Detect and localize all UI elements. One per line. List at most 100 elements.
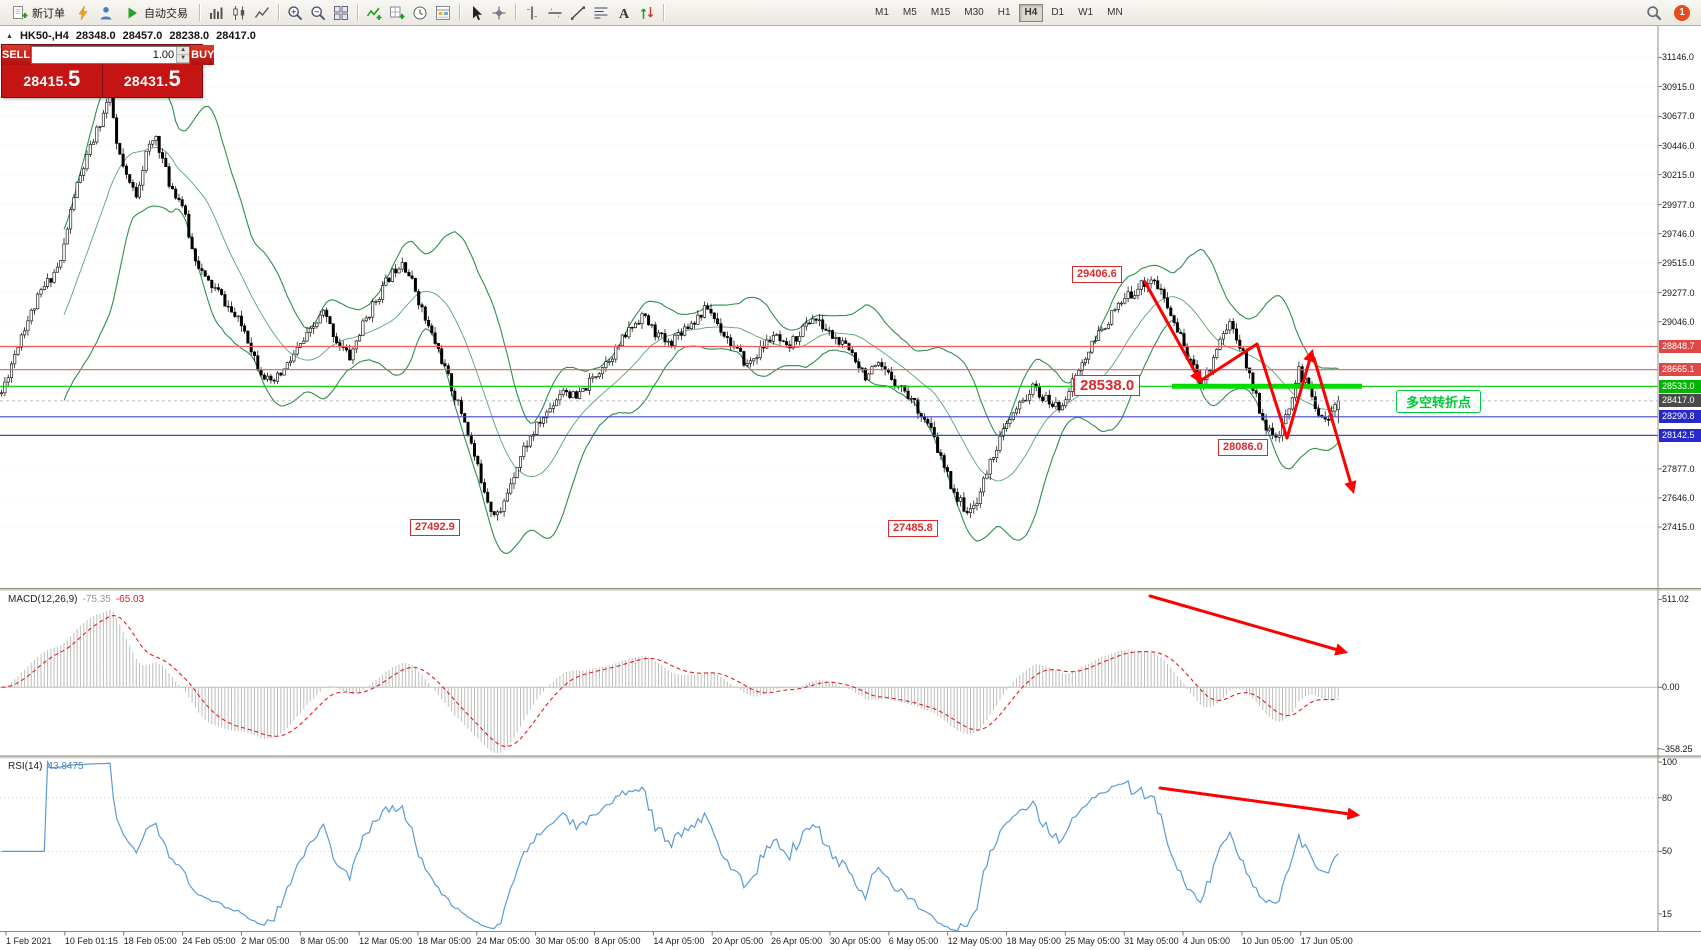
new-order-button[interactable]: 新订单 [6,3,71,23]
trend-arrows[interactable] [1143,280,1361,820]
price-scale-label[interactable]: 29515.0 [1662,257,1695,268]
price-scale-label[interactable]: 29277.0 [1662,287,1695,298]
time-axis-label[interactable]: 24 Mar 05:00 [476,936,530,946]
volume-input[interactable] [32,47,177,63]
zoom-in-icon[interactable] [284,3,306,23]
price-annotation[interactable]: 28538.0 [1074,375,1141,396]
market-icon[interactable] [95,3,117,23]
macd-scale-label[interactable]: 0.00 [1662,682,1680,693]
candlestick-chart-icon[interactable] [228,3,250,23]
price-scale-label[interactable]: 30446.0 [1662,140,1695,151]
time-axis-label[interactable]: 24 Feb 05:00 [182,936,236,946]
symbol-marker-icon[interactable]: ▲ [6,32,13,40]
time-axis-label[interactable]: 6 May 05:00 [888,936,939,946]
price-annotation[interactable]: 28086.0 [1218,439,1268,456]
price-annotation[interactable]: 29406.6 [1072,266,1122,283]
rsi-scale-label[interactable]: 15 [1662,908,1673,919]
indicators-icon[interactable] [363,3,385,23]
time-axis-label[interactable]: 12 Mar 05:00 [359,936,413,946]
time-axis-label[interactable]: 10 Feb 01:15 [64,936,118,946]
zoom-in-icon [288,5,303,20]
time-axis-label[interactable]: 30 Apr 05:00 [829,936,881,946]
time-axis-label[interactable]: 26 Apr 05:00 [771,936,823,946]
bar-chart-icon[interactable] [205,3,227,23]
tile-windows-icon[interactable] [330,3,352,23]
timeframe-button-m30[interactable]: M30 [964,6,984,18]
time-axis-label[interactable]: 20 Apr 05:00 [712,936,764,946]
sell-button[interactable]: SELL [2,45,31,65]
templates-icon[interactable] [432,3,454,23]
price-scale-label[interactable]: 30677.0 [1662,111,1695,122]
time-axis-label[interactable]: 18 Mar 05:00 [417,936,471,946]
timeframe-button-m5[interactable]: M5 [902,6,917,18]
timeframe-button-m15[interactable]: M15 [930,6,951,18]
line-chart-icon[interactable] [251,3,273,23]
timeframe-button-h4[interactable]: H4 [1018,3,1044,22]
panel-separators[interactable] [0,26,1701,932]
time-axis-label[interactable]: 8 Mar 05:00 [300,936,349,946]
time-axis-label[interactable]: 17 Jun 05:00 [1300,936,1353,946]
rsi-scale-label[interactable]: 100 [1662,757,1678,767]
search-icon[interactable] [1643,3,1665,23]
price-scale-label[interactable]: 27646.0 [1662,492,1695,503]
sell-price[interactable]: 28415. 5 [2,65,102,97]
buy-price[interactable]: 28431. 5 [101,65,203,97]
stepper-down-icon[interactable]: ▼ [177,55,190,63]
time-axis-label[interactable]: 31 May 05:00 [1124,936,1179,946]
time-axis-label[interactable]: 2 Mar 05:00 [241,936,290,946]
rsi-scale-label[interactable]: 80 [1662,792,1673,803]
ohlc-header: ▲ HK50-,H4 28348.0 28457.0 28238.0 28417… [6,30,256,42]
person-icon [100,6,112,19]
volume-stepper[interactable]: ▲ ▼ [176,47,190,63]
price-scale-label[interactable]: 27877.0 [1662,463,1695,474]
zoom-out-icon[interactable] [307,3,329,23]
price-scale-label[interactable]: 29046.0 [1662,316,1695,327]
notification-badge[interactable]: 1 [1674,4,1690,21]
price-scale-label[interactable]: 30215.0 [1662,169,1695,180]
timeframe-button-mn[interactable]: MN [1107,6,1123,18]
text-label-icon[interactable]: A [613,3,635,23]
stepper-up-icon[interactable]: ▲ [177,47,190,55]
timeframe-button-m1[interactable]: M1 [875,6,889,18]
price-annotation[interactable]: 27485.8 [888,520,938,537]
vertical-line-icon[interactable] [521,3,543,23]
time-axis-label[interactable]: 4 Jun 05:00 [1183,936,1231,946]
price-scale-label[interactable]: 29977.0 [1662,199,1695,210]
time-axis-label[interactable]: 10 Jun 05:00 [1241,936,1294,946]
timeframe-button-w1[interactable]: W1 [1078,6,1094,18]
time-axis-label[interactable]: 25 May 05:00 [1065,936,1120,946]
periods-icon[interactable] [409,3,431,23]
time-axis-label[interactable]: 1 Feb 2021 [6,936,52,946]
price-annotation[interactable]: 27492.9 [410,519,460,536]
metaeditor-icon[interactable] [72,3,94,23]
horizontal-line-icon[interactable] [544,3,566,23]
buy-button[interactable]: BUY [191,45,215,65]
timeframe-button-h1[interactable]: H1 [997,6,1011,18]
doc-plus-icon [13,5,28,19]
fibonacci-icon[interactable] [590,3,612,23]
tline-icon [571,6,585,20]
trendline-icon[interactable] [567,3,589,23]
time-axis-label[interactable]: 18 May 05:00 [1006,936,1061,946]
time-axis-label[interactable]: 18 Feb 05:00 [123,936,177,946]
trend-note[interactable]: 多空转折点 [1396,390,1482,413]
horizontal-levels[interactable] [0,345,1658,436]
timeframe-button-d1[interactable]: D1 [1051,6,1065,18]
rsi-scale-label[interactable]: 50 [1662,846,1673,857]
time-axis-label[interactable]: 12 May 05:00 [947,936,1003,946]
time-axis-label[interactable]: 14 Apr 05:00 [653,936,705,946]
arrow-objects-icon[interactable] [636,3,658,23]
autotrade-button[interactable]: 自动交易 [118,3,194,23]
macd-scale-label[interactable]: 511.02 [1662,594,1689,605]
price-scale-label[interactable]: 31146.0 [1662,52,1694,63]
chart-canvas[interactable] [0,26,1701,950]
new-chart-icon[interactable] [386,3,408,23]
time-axis-label[interactable]: 30 Mar 05:00 [535,936,589,946]
price-scale-label[interactable]: 30915.0 [1662,81,1695,92]
time-axis-label[interactable]: 8 Apr 05:00 [594,936,641,946]
price-scale-label[interactable]: 29746.0 [1662,228,1695,239]
crosshair-icon[interactable] [488,3,510,23]
macd-scale-label[interactable]: -358.25 [1662,743,1693,754]
price-scale-label[interactable]: 27415.0 [1662,521,1695,532]
cursor-icon[interactable] [465,3,487,23]
